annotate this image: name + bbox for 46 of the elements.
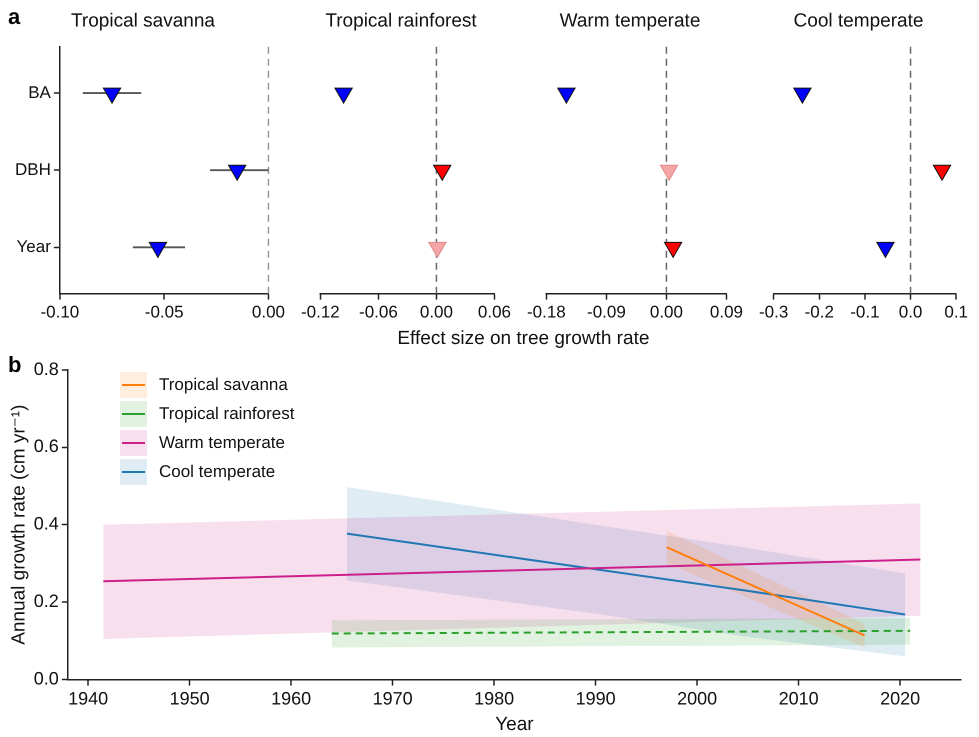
y-axis-title: Annual growth rate (cm yr⁻¹) (8, 404, 30, 645)
y-tick-label: 0.0 (34, 668, 59, 689)
x-tick-label: 0.0 (898, 302, 922, 322)
y-tick-label: BA (28, 82, 52, 102)
legend-label: Tropical rainforest (159, 404, 294, 424)
text: b (8, 352, 22, 378)
x-tick-label: 1960 (271, 688, 312, 708)
x-tick-label: -0.12 (301, 302, 340, 322)
x-tick-label: 2000 (677, 688, 718, 708)
x-tick-label: -0.1 (850, 302, 880, 322)
y-tick-label: DBH (14, 160, 51, 179)
x-tick-label: 1990 (576, 688, 616, 708)
legend-label: Tropical savanna (159, 374, 288, 394)
x-axis-title: Year (495, 714, 534, 735)
chart-title: Warm temperate (560, 10, 700, 32)
y-tick-label: 0.8 (34, 358, 59, 379)
x-tick-label: 1970 (372, 688, 413, 708)
x-tick-label: -0.10 (40, 302, 80, 322)
y-tick-label: 0.6 (34, 436, 59, 456)
y-tick-label: 0.2 (34, 591, 59, 612)
x-tick-label: 0.09 (710, 302, 744, 322)
x-tick-label: 2010 (778, 688, 819, 708)
x-axis-title: Effect size on tree growth rate (397, 328, 650, 350)
legend-label: Warm temperate (159, 432, 285, 452)
x-tick-label: 2020 (880, 688, 920, 708)
x-tick-label: 0.1 (944, 302, 968, 322)
x-tick-label: -0.09 (587, 302, 626, 322)
x-tick-label: 0.00 (252, 302, 286, 322)
x-tick-label: -0.2 (804, 302, 834, 322)
x-tick-label: -0.06 (359, 302, 398, 322)
y-tick-label: 0.4 (34, 514, 59, 534)
x-tick-label: 0.00 (420, 302, 453, 322)
chart-title: Tropical rainforest (325, 10, 478, 32)
x-tick-label: -0.05 (144, 302, 184, 322)
x-tick-label: 1940 (68, 688, 108, 708)
x-tick-label: 0.06 (478, 302, 512, 322)
y-tick-label: Year (16, 237, 52, 256)
x-tick-label: 0.00 (650, 302, 683, 322)
text: a (8, 4, 20, 30)
x-tick-label: -0.3 (759, 302, 788, 322)
chart-title: Tropical savanna (71, 10, 216, 32)
x-tick-label: -0.18 (527, 302, 566, 322)
x-tick-label: 1980 (474, 688, 514, 708)
x-tick-label: 1950 (170, 688, 210, 708)
chart-title: Cool temperate (794, 10, 924, 32)
legend-label: Cool temperate (159, 462, 276, 482)
